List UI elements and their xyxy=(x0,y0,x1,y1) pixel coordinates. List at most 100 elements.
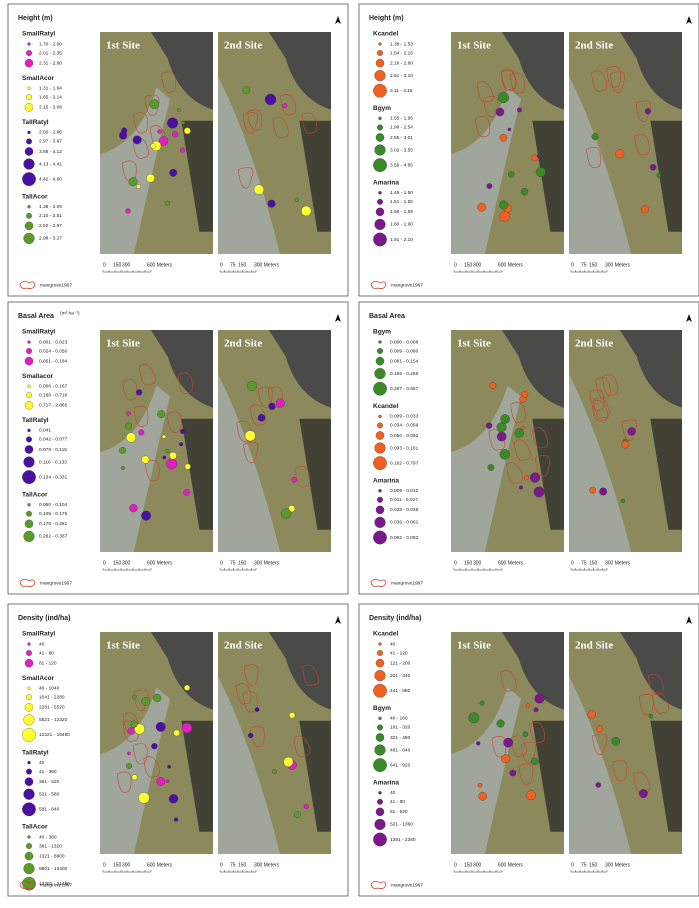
legend-item: 1321 - 8800 xyxy=(39,853,65,859)
legend-item: 81 - 520 xyxy=(390,809,408,815)
map-symbol xyxy=(488,464,494,470)
map-symbol xyxy=(133,136,141,144)
map-symbol xyxy=(515,429,524,438)
page: {"panels": [ {"title": "Height (m)", "gr… xyxy=(0,0,699,908)
map-symbol xyxy=(167,118,178,129)
site-label: 1st Site xyxy=(106,40,140,52)
legend-symbol xyxy=(373,158,386,171)
legend-item: 1.56 - 1.59 xyxy=(390,209,413,215)
map-symbol xyxy=(628,427,636,435)
legend-symbol xyxy=(375,145,386,156)
legend-item: 40 xyxy=(390,641,396,647)
map-symbol xyxy=(172,131,178,137)
legend-group: Kcandel xyxy=(373,403,398,410)
map-symbol xyxy=(268,200,276,208)
legend-item: 2.61 - 3.10 xyxy=(390,73,413,79)
map-symbol xyxy=(498,92,509,103)
map-symbol xyxy=(169,794,178,803)
site-label: 1st Site xyxy=(106,640,140,652)
legend-symbol xyxy=(375,670,386,681)
legend-symbol xyxy=(24,159,35,170)
map-symbol xyxy=(146,174,154,182)
map-symbol xyxy=(136,389,142,395)
legend-group: TallRatyl xyxy=(22,119,49,126)
legend-item: 121 - 200 xyxy=(390,660,411,666)
legend-symbol xyxy=(26,694,32,700)
legend-symbol xyxy=(375,517,386,528)
legend-item: 3.68 - 4.12 xyxy=(39,149,62,155)
legend-group: Kcandel xyxy=(373,31,398,38)
map-symbol xyxy=(480,701,484,705)
scale-label: 300 Meters xyxy=(605,560,631,566)
legend-symbol xyxy=(26,50,32,56)
map-symbol xyxy=(273,770,277,774)
legend-item: 2.97 - 3.67 xyxy=(39,139,62,145)
map-symbol xyxy=(127,752,130,755)
map-symbol xyxy=(119,132,127,140)
legend-group: TallAcor xyxy=(22,194,48,201)
map-symbol xyxy=(170,169,177,176)
legend-symbol xyxy=(25,357,33,365)
map-panel: 1st Site2nd SiteBasal AreaBgym0.000 - 0.… xyxy=(359,302,699,594)
scale-label: 600 Meters xyxy=(498,560,524,566)
legend-symbol xyxy=(377,799,383,805)
map-symbol xyxy=(599,488,607,496)
map-symbol xyxy=(508,128,511,131)
legend-symbol xyxy=(375,70,386,81)
map-symbol xyxy=(301,206,311,216)
legend-item: 0.062 - 0.092 xyxy=(390,535,419,541)
legend-symbol xyxy=(24,789,35,800)
legend-group: TallAcor xyxy=(22,492,48,499)
legend-item: 1.70 - 2.00 xyxy=(39,41,62,47)
legend-symbol xyxy=(373,456,386,469)
scale-label: 0 xyxy=(103,862,106,868)
legend-symbol xyxy=(379,415,382,418)
legend-item: 0.009 - 0.033 xyxy=(390,414,419,420)
legend-title: Basal Area xyxy=(369,313,405,320)
legend-item: 2.50 - 2.96 xyxy=(39,130,62,136)
legend-symbol xyxy=(375,368,386,379)
map-symbol xyxy=(508,171,514,177)
legend-item: 0.042 - 0.077 xyxy=(39,437,68,443)
legend-symbol xyxy=(379,117,382,120)
map-symbol xyxy=(657,173,661,177)
legend-symbol xyxy=(373,758,386,771)
legend-symbol xyxy=(379,489,382,492)
legend-item: 40 - 160 xyxy=(390,716,408,722)
map-symbol xyxy=(649,714,653,718)
map-symbol xyxy=(157,777,166,786)
footer-label: mangrove1967 xyxy=(391,580,423,586)
map-symbol xyxy=(478,792,486,800)
scale-label: 600 Meters xyxy=(147,560,173,566)
scale-label: 0 xyxy=(571,262,574,268)
scale-label: 150 xyxy=(113,560,122,566)
legend-symbol xyxy=(373,382,386,395)
map-symbol xyxy=(596,782,601,787)
legend-title: Height (m) xyxy=(369,15,404,22)
site-label: 2nd Site xyxy=(224,640,262,652)
site-label: 1st Site xyxy=(457,640,491,652)
map-symbol xyxy=(163,456,166,459)
map-symbol xyxy=(650,164,656,170)
map-symbol xyxy=(184,685,190,691)
site-label: 1st Site xyxy=(457,338,491,350)
footer-label: mangrove1967 xyxy=(40,882,72,888)
map-symbol xyxy=(639,789,648,798)
map-symbol xyxy=(125,423,131,429)
legend-group: SmallAcor xyxy=(22,75,55,82)
legend-item: 40 xyxy=(39,760,45,766)
map-symbol xyxy=(500,211,510,221)
legend-item: 4.42 - 4.60 xyxy=(39,176,62,182)
map-symbol xyxy=(185,464,191,470)
map-symbol xyxy=(119,447,126,454)
legend-symbol xyxy=(25,852,33,860)
scale-label: 150 xyxy=(464,862,473,868)
legend-item: 12321 - 19480 xyxy=(39,732,70,738)
map-symbol xyxy=(141,511,151,521)
scale-label: 300 xyxy=(473,862,482,868)
map-symbol xyxy=(521,427,524,430)
legend-item: 0.134 - 0.331 xyxy=(39,474,68,480)
scale-label: 300 Meters xyxy=(605,262,631,268)
legend-item: 1.54 - 2.15 xyxy=(390,50,413,56)
scale-label: 150 xyxy=(113,862,122,868)
